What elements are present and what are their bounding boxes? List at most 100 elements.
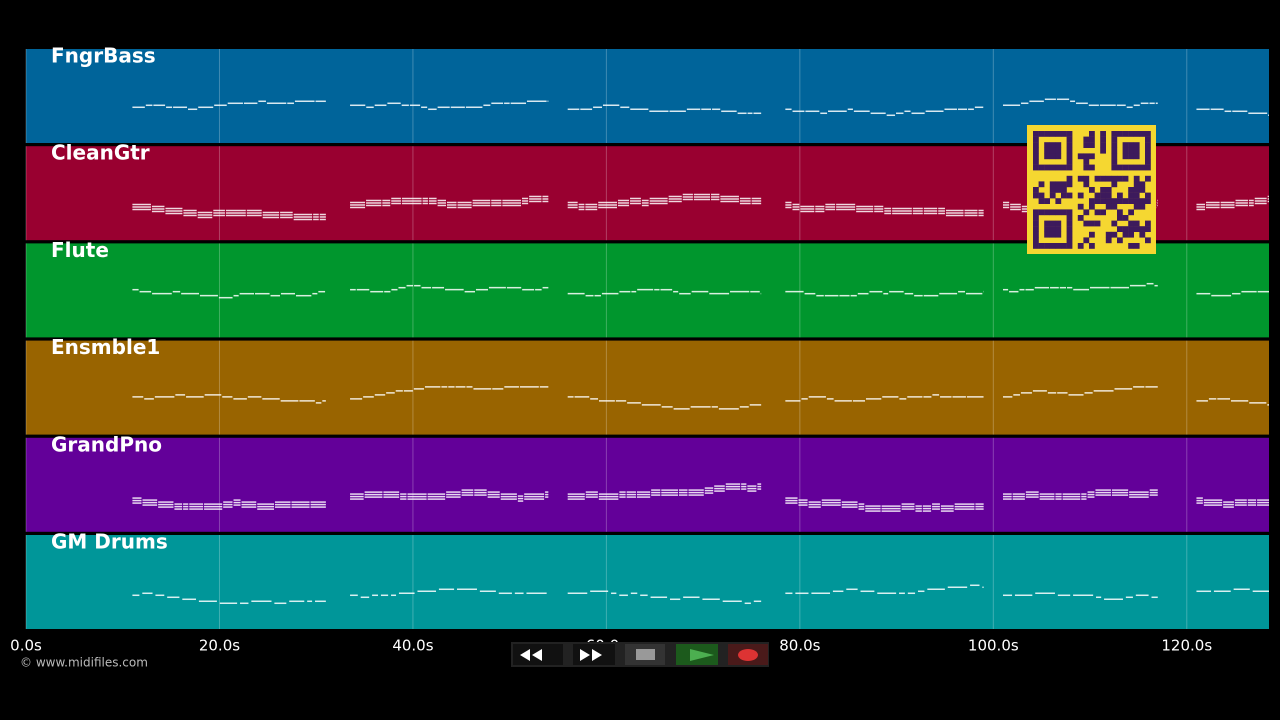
qr-module	[1066, 231, 1073, 238]
qr-module	[1033, 226, 1039, 232]
qr-module	[1038, 243, 1045, 249]
qr-module	[1055, 131, 1062, 137]
qr-module	[1105, 175, 1112, 182]
stop-button[interactable]	[625, 644, 665, 665]
fast-forward-button[interactable]	[573, 644, 615, 665]
qr-module	[1077, 192, 1084, 199]
tick-label: 40.0s	[392, 637, 433, 655]
qr-module	[1128, 209, 1134, 216]
qr-module	[1066, 181, 1073, 188]
qr-module	[1139, 231, 1146, 238]
qr-module	[1083, 164, 1090, 171]
qr-module	[1061, 243, 1067, 249]
qr-module	[1100, 192, 1106, 199]
record-button[interactable]	[728, 644, 768, 665]
qr-module	[1105, 203, 1112, 210]
qr-module	[1061, 187, 1067, 193]
qr-module	[1033, 243, 1039, 249]
qr-module	[1033, 220, 1039, 227]
qr-module	[1083, 159, 1090, 165]
qr-module	[1133, 181, 1140, 188]
track-name: GrandPno	[51, 432, 162, 456]
qr-module	[1111, 181, 1118, 188]
qr-module	[1133, 220, 1140, 227]
qr-module	[1066, 209, 1073, 216]
qr-module	[1033, 131, 1039, 137]
qr-module	[1145, 147, 1151, 154]
qr-module	[1077, 153, 1084, 160]
qr-module	[1128, 192, 1134, 199]
qr-module	[1055, 198, 1062, 204]
qr-module	[1117, 198, 1123, 204]
track-name: Flute	[51, 238, 109, 262]
qr-module	[1133, 153, 1140, 160]
rewind-button[interactable]	[513, 644, 563, 665]
qr-module	[1100, 142, 1106, 148]
qr-module	[1044, 142, 1050, 148]
qr-module	[1133, 175, 1140, 182]
qr-module	[1083, 153, 1090, 160]
qr-module	[1100, 187, 1106, 193]
qr-module	[1145, 131, 1151, 137]
qr-module	[1133, 164, 1140, 171]
tick-label: 0.0s	[10, 637, 42, 655]
qr-module	[1044, 231, 1050, 238]
qr-module	[1077, 243, 1084, 249]
qr-module	[1139, 164, 1146, 171]
qr-module	[1061, 209, 1067, 216]
qr-module	[1066, 175, 1073, 182]
qr-module	[1117, 175, 1123, 182]
qr-module	[1055, 164, 1062, 171]
qr-module	[1145, 159, 1151, 165]
qr-module	[1100, 175, 1106, 182]
qr-module	[1033, 209, 1039, 216]
qr-module	[1117, 209, 1123, 216]
note-pattern	[132, 483, 1269, 512]
qr-module	[1122, 153, 1129, 160]
qr-module	[1044, 153, 1050, 160]
qr-module	[1145, 175, 1151, 182]
play-button[interactable]	[676, 644, 718, 665]
qr-module	[1089, 203, 1095, 210]
qr-module	[1111, 198, 1118, 204]
qr-module	[1033, 192, 1039, 199]
qr-module	[1055, 187, 1062, 193]
qr-module	[1089, 198, 1095, 204]
qr-module	[1117, 226, 1123, 232]
qr-module	[1061, 181, 1067, 188]
qr-module	[1117, 237, 1123, 244]
qr-module	[1133, 142, 1140, 148]
qr-module	[1083, 175, 1090, 182]
qr-module	[1122, 131, 1129, 137]
qr-module	[1089, 164, 1095, 171]
qr-module	[1066, 243, 1073, 249]
qr-module	[1083, 136, 1090, 143]
qr-module	[1038, 209, 1045, 216]
qr-module	[1077, 175, 1084, 182]
qr-module	[1038, 192, 1045, 199]
qr-module	[1049, 142, 1056, 148]
tick-label: 120.0s	[1161, 637, 1212, 655]
note-pattern	[132, 584, 1269, 605]
qr-module	[1094, 192, 1101, 199]
qr-module	[1133, 203, 1140, 210]
qr-module	[1122, 198, 1129, 204]
qr-module	[1111, 175, 1118, 182]
note-pattern	[132, 98, 1269, 117]
qr-module	[1049, 164, 1056, 171]
qr-module	[1077, 215, 1084, 221]
qr-module	[1133, 131, 1140, 137]
track-name: CleanGtr	[51, 141, 150, 165]
qr-module	[1083, 220, 1090, 227]
qr-module	[1122, 142, 1129, 148]
qr-module	[1055, 142, 1062, 148]
note-pattern	[132, 386, 1269, 410]
qr-module	[1049, 147, 1056, 154]
qr-module	[1066, 192, 1073, 199]
qr-module	[1145, 136, 1151, 143]
qr-module	[1133, 187, 1140, 193]
qr-module	[1111, 159, 1118, 165]
qr-module	[1061, 192, 1067, 199]
qr-module	[1128, 153, 1134, 160]
